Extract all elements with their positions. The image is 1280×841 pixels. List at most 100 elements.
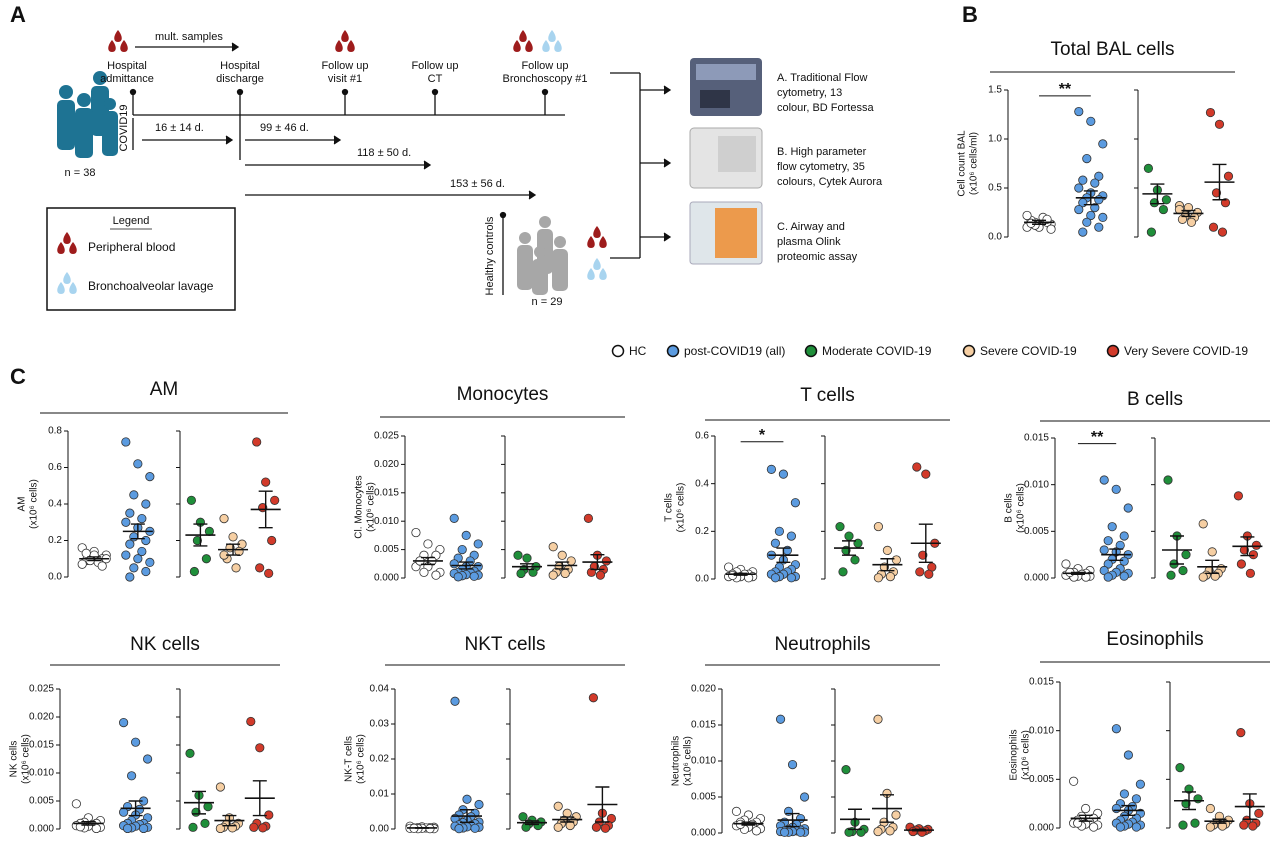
data-point (133, 459, 143, 469)
controls-icon (517, 216, 568, 295)
error-bar (1109, 548, 1124, 561)
drop-icon (554, 40, 562, 52)
data-point (518, 812, 528, 822)
y-axis-label: (x10⁶ cells) (29, 479, 40, 529)
data-point (131, 737, 141, 747)
y-axis-label: T cells (664, 493, 675, 522)
data-point (423, 539, 433, 549)
data-point (1245, 568, 1256, 578)
y-tick-label: 0.015 (691, 720, 716, 731)
y-tick-label: 0.6 (695, 431, 709, 442)
data-point (470, 823, 480, 833)
y-tick-label: 0.4 (48, 499, 62, 510)
y-tick-label: 0.04 (370, 684, 390, 695)
data-point (799, 792, 810, 802)
data-point (1119, 556, 1129, 566)
data-point (1207, 547, 1217, 557)
data-point (1236, 559, 1247, 569)
data-point (249, 822, 259, 832)
cohort-n: n = 38 (65, 167, 96, 179)
error-bar (733, 572, 748, 576)
y-tick-label: 0.8 (48, 426, 62, 437)
data-point (873, 714, 883, 724)
error-bar (192, 790, 206, 815)
drop-icon (335, 40, 343, 52)
drop-icon (108, 40, 116, 52)
data-point (1086, 210, 1096, 221)
data-point (1074, 106, 1084, 117)
data-point (557, 550, 567, 560)
data-point (1143, 163, 1154, 173)
panel-label: C (10, 364, 26, 389)
y-tick-label: 0.010 (1024, 479, 1049, 490)
data-point (91, 823, 101, 834)
error-bar (741, 821, 756, 826)
data-point (234, 546, 244, 557)
data-point (528, 567, 538, 577)
data-point (1217, 227, 1228, 237)
significance-label: ** (1059, 81, 1072, 98)
data-point (1099, 565, 1109, 576)
data-point (457, 544, 467, 555)
data-point (751, 826, 762, 836)
drop-icon (587, 268, 595, 280)
drop-icon (57, 282, 65, 294)
assay-label: cytometry, 13 (777, 87, 842, 99)
y-tick-label: 0.000 (374, 573, 399, 584)
data-point (81, 548, 91, 558)
drop-icon (513, 40, 521, 52)
data-point (795, 827, 806, 837)
data-point (1163, 475, 1173, 485)
event-label: Follow up (411, 60, 458, 72)
y-tick-label: 0.015 (1029, 677, 1054, 688)
data-point (912, 462, 922, 472)
data-point (924, 569, 934, 579)
drop-icon (341, 30, 349, 42)
legend-label: Moderate COVID-19 (822, 344, 932, 358)
y-tick-label: 0.025 (29, 684, 54, 695)
data-point (121, 437, 131, 447)
data-point (255, 563, 265, 573)
data-point (1208, 222, 1219, 232)
drop-icon (63, 272, 71, 284)
assay-label: A. Traditional Flow (777, 72, 868, 84)
data-point (583, 513, 594, 523)
data-point (264, 568, 274, 578)
data-point (1094, 222, 1104, 232)
data-point (188, 822, 198, 832)
y-axis-label: (x10⁶ cells/ml) (969, 132, 980, 195)
error-bar (1181, 209, 1196, 218)
data-point (1175, 763, 1185, 773)
data-point (1198, 519, 1208, 529)
event-label: admittance (100, 73, 154, 85)
data-point (1099, 545, 1109, 555)
y-axis-label: NK cells (9, 741, 20, 778)
cohort-label: COVID19 (118, 104, 130, 151)
data-point (1074, 183, 1084, 193)
y-tick-label: 0.015 (29, 740, 54, 751)
data-point (786, 531, 797, 541)
data-point (127, 771, 137, 781)
data-point (591, 822, 602, 832)
data-point (1220, 198, 1231, 208)
data-point (119, 717, 129, 728)
data-point (141, 535, 151, 546)
significance-label: * (759, 427, 766, 444)
data-point (1026, 218, 1036, 228)
y-tick-label: 0.005 (1024, 526, 1049, 537)
y-tick-label: 0.020 (374, 459, 399, 470)
drop-icon (593, 226, 601, 238)
assay-label: colour, BD Fortessa (777, 102, 874, 114)
data-point (1254, 808, 1264, 819)
event-label: Follow up (521, 60, 568, 72)
data-point (1251, 540, 1262, 550)
data-point (560, 568, 570, 579)
error-bar (1212, 163, 1227, 201)
y-tick-label: 0.00 (370, 824, 390, 835)
error-bar (590, 554, 605, 571)
data-point (1090, 203, 1100, 213)
y-tick-label: 0.020 (29, 712, 54, 723)
error-bar (918, 523, 933, 564)
chart-title: NKT cells (465, 634, 546, 655)
data-point (778, 469, 789, 479)
